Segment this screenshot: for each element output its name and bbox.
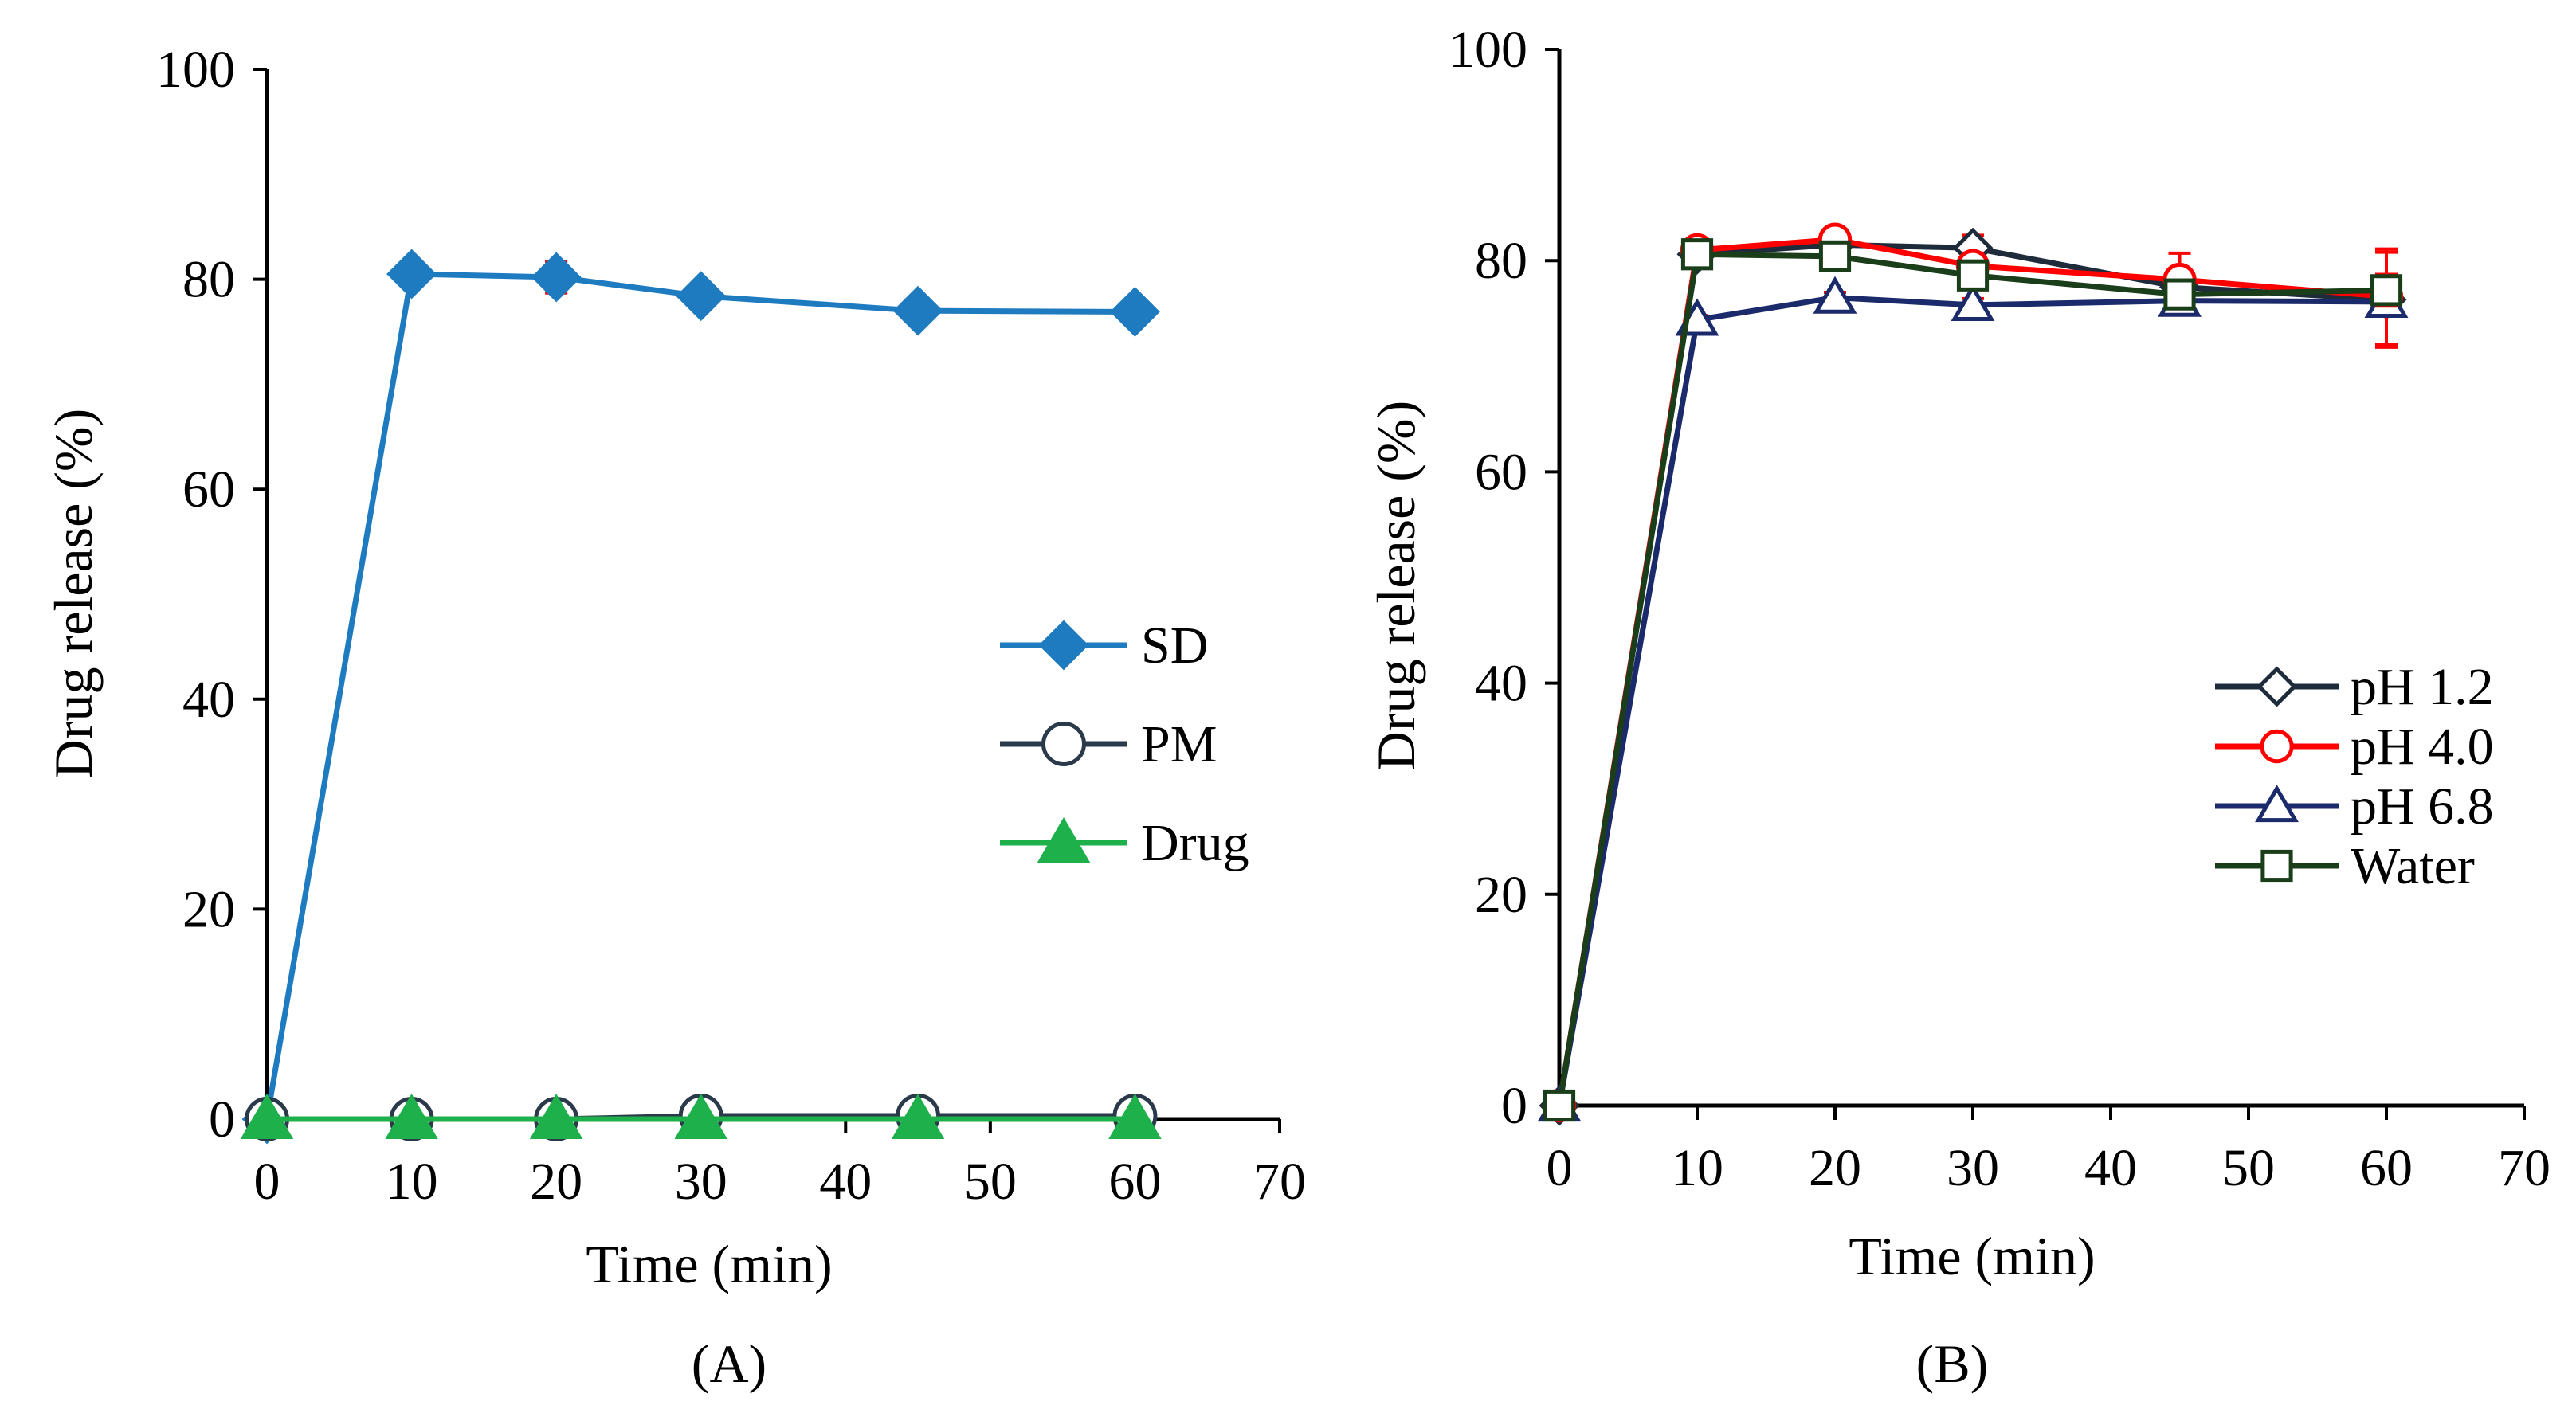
chart-b-y-tick-label: 20 (1475, 866, 1527, 924)
chart-a-x-tick-label: 40 (819, 1153, 872, 1211)
chart-b-x-tick-label: 10 (1671, 1139, 1723, 1197)
chart-b-x-axis-label: Time (min) (1849, 1226, 2095, 1286)
chart-b-legend-label-ph-4-0: pH 4.0 (2351, 718, 2494, 776)
chart-b-panel-label: (B) (1916, 1333, 1989, 1394)
chart-a-legend: SD PM Drug (1000, 617, 1249, 872)
chart-a-ticks: 0 10 20 30 40 50 60 70 0 20 40 60 80 100 (156, 41, 1306, 1211)
chart-b-legend-marker-water (2260, 849, 2293, 883)
chart-b-legend-item-water: Water (2215, 837, 2475, 895)
chart-a-point-sd (1110, 287, 1160, 337)
chart-b-x-tick-label: 20 (1809, 1139, 1861, 1197)
chart-a-legend-item-pm: PM (1000, 715, 1217, 773)
chart-b-y-tick-label: 80 (1475, 232, 1527, 290)
chart-panel-b: 0 10 20 30 40 50 60 70 0 20 40 60 80 100 pH 1.2pH 4.0… (1366, 21, 2551, 1394)
chart-b-point-water (1956, 259, 1990, 292)
chart-a-point-sd (386, 249, 437, 299)
chart-a-series (240, 249, 1162, 1145)
chart-b-axes (1557, 49, 2524, 1108)
chart-a-legend-label-sd: SD (1141, 617, 1208, 675)
chart-a-point-drug (529, 1094, 583, 1139)
chart-a-legend-marker-sd (1038, 620, 1089, 671)
chart-panel-a: 0 10 20 30 40 50 60 70 0 20 40 60 80 100 SD PM Drug Tim… (43, 41, 1306, 1394)
chart-a-series-sd (241, 249, 1160, 1145)
chart-a-y-tick-label: 100 (156, 41, 235, 99)
chart-b-y-tick-label: 40 (1475, 655, 1527, 713)
chart-a-point-drug (385, 1094, 438, 1139)
chart-a-point-drug (674, 1094, 727, 1139)
chart-a-point-sd (892, 285, 943, 336)
chart-b-x-tick-label: 60 (2360, 1139, 2413, 1197)
chart-a-point-sd (676, 271, 727, 322)
chart-a-y-tick-label: 0 (209, 1090, 235, 1149)
chart-b-y-tick-label: 100 (1449, 21, 1527, 79)
chart-b-series-water (1543, 238, 2403, 1122)
chart-a-x-axis-label: Time (min) (586, 1234, 832, 1294)
chart-b-legend-label-ph-1-2: pH 1.2 (2351, 658, 2494, 716)
chart-b-series (1537, 222, 2409, 1126)
chart-b-x-tick-label: 70 (2498, 1139, 2551, 1197)
chart-b-point-ph-6-8 (1951, 283, 1995, 321)
chart-a-x-tick-label: 0 (254, 1153, 280, 1211)
chart-b-point-water (1680, 238, 1714, 271)
chart-b-y-axis-label: Drug release (%) (1366, 401, 1426, 770)
chart-b-y-tick-label: 60 (1475, 443, 1527, 501)
chart-a-legend-item-drug: Drug (1000, 814, 1249, 872)
chart-b-point-water (2163, 278, 2196, 311)
chart-b-legend-label-ph-6-8: pH 6.8 (2351, 777, 2494, 836)
chart-a-panel-label: (A) (692, 1333, 767, 1394)
chart-a-y-tick-label: 80 (182, 251, 235, 309)
chart-a-x-tick-label: 10 (386, 1153, 438, 1211)
chart-a-y-tick-label: 40 (182, 671, 235, 729)
chart-a-x-tick-label: 60 (1108, 1153, 1161, 1211)
chart-a-legend-label-pm: PM (1141, 715, 1217, 773)
chart-b-ticks: 0 10 20 30 40 50 60 70 0 20 40 60 80 100 (1449, 21, 2551, 1197)
chart-a-series-line-sd (264, 271, 1135, 1120)
chart-a-legend-label-drug: Drug (1141, 814, 1249, 872)
chart-b-legend-label-water: Water (2351, 837, 2475, 895)
chart-b-x-tick-label: 0 (1547, 1139, 1573, 1197)
chart-a-x-tick-label: 70 (1253, 1153, 1306, 1211)
chart-b-point-water (1818, 240, 1852, 272)
chart-b-legend-item-ph-6-8: pH 6.8 (2215, 777, 2494, 836)
chart-b-x-tick-label: 30 (1947, 1139, 1999, 1197)
chart-b-legend-item-ph-1-2: pH 1.2 (2215, 658, 2494, 716)
chart-a-x-tick-label: 20 (530, 1153, 582, 1211)
chart-b-series-line-water (1556, 251, 2387, 1106)
chart-b-point-water (2370, 274, 2403, 307)
chart-a-legend-marker-drug (1037, 817, 1091, 863)
chart-b-legend-marker-ph-1-2 (2256, 666, 2298, 707)
chart-a-y-axis-label: Drug release (%) (43, 409, 104, 778)
chart-a-y-tick-label: 20 (182, 880, 235, 938)
chart-a-x-tick-label: 50 (964, 1153, 1017, 1211)
chart-b-y-tick-label: 0 (1501, 1077, 1527, 1135)
chart-b-legend-item-ph-4-0: pH 4.0 (2215, 718, 2494, 776)
chart-a-series-drug (240, 1094, 1162, 1139)
chart-a-y-tick-label: 60 (182, 460, 235, 519)
chart-b-point-ph-6-8 (1813, 276, 1857, 314)
chart-a-point-drug (1108, 1094, 1162, 1139)
chart-a-point-drug (891, 1094, 945, 1139)
chart-a-point-sd (531, 252, 582, 303)
chart-a-point-drug (240, 1094, 294, 1139)
chart-b-series-line-ph-6-8 (1556, 295, 2387, 1106)
chart-b-legend-marker-ph-4-0 (2260, 729, 2294, 764)
chart-b-point-water (1543, 1089, 1576, 1122)
chart-a-legend-item-sd: SD (1000, 617, 1208, 675)
chart-a-legend-marker-pm (1041, 722, 1086, 766)
chart-b-x-tick-label: 40 (2084, 1139, 2137, 1197)
chart-b-x-tick-label: 50 (2222, 1139, 2275, 1197)
chart-a-x-tick-label: 30 (675, 1153, 727, 1211)
chart-b-legend-marker-ph-6-8 (2255, 785, 2299, 823)
